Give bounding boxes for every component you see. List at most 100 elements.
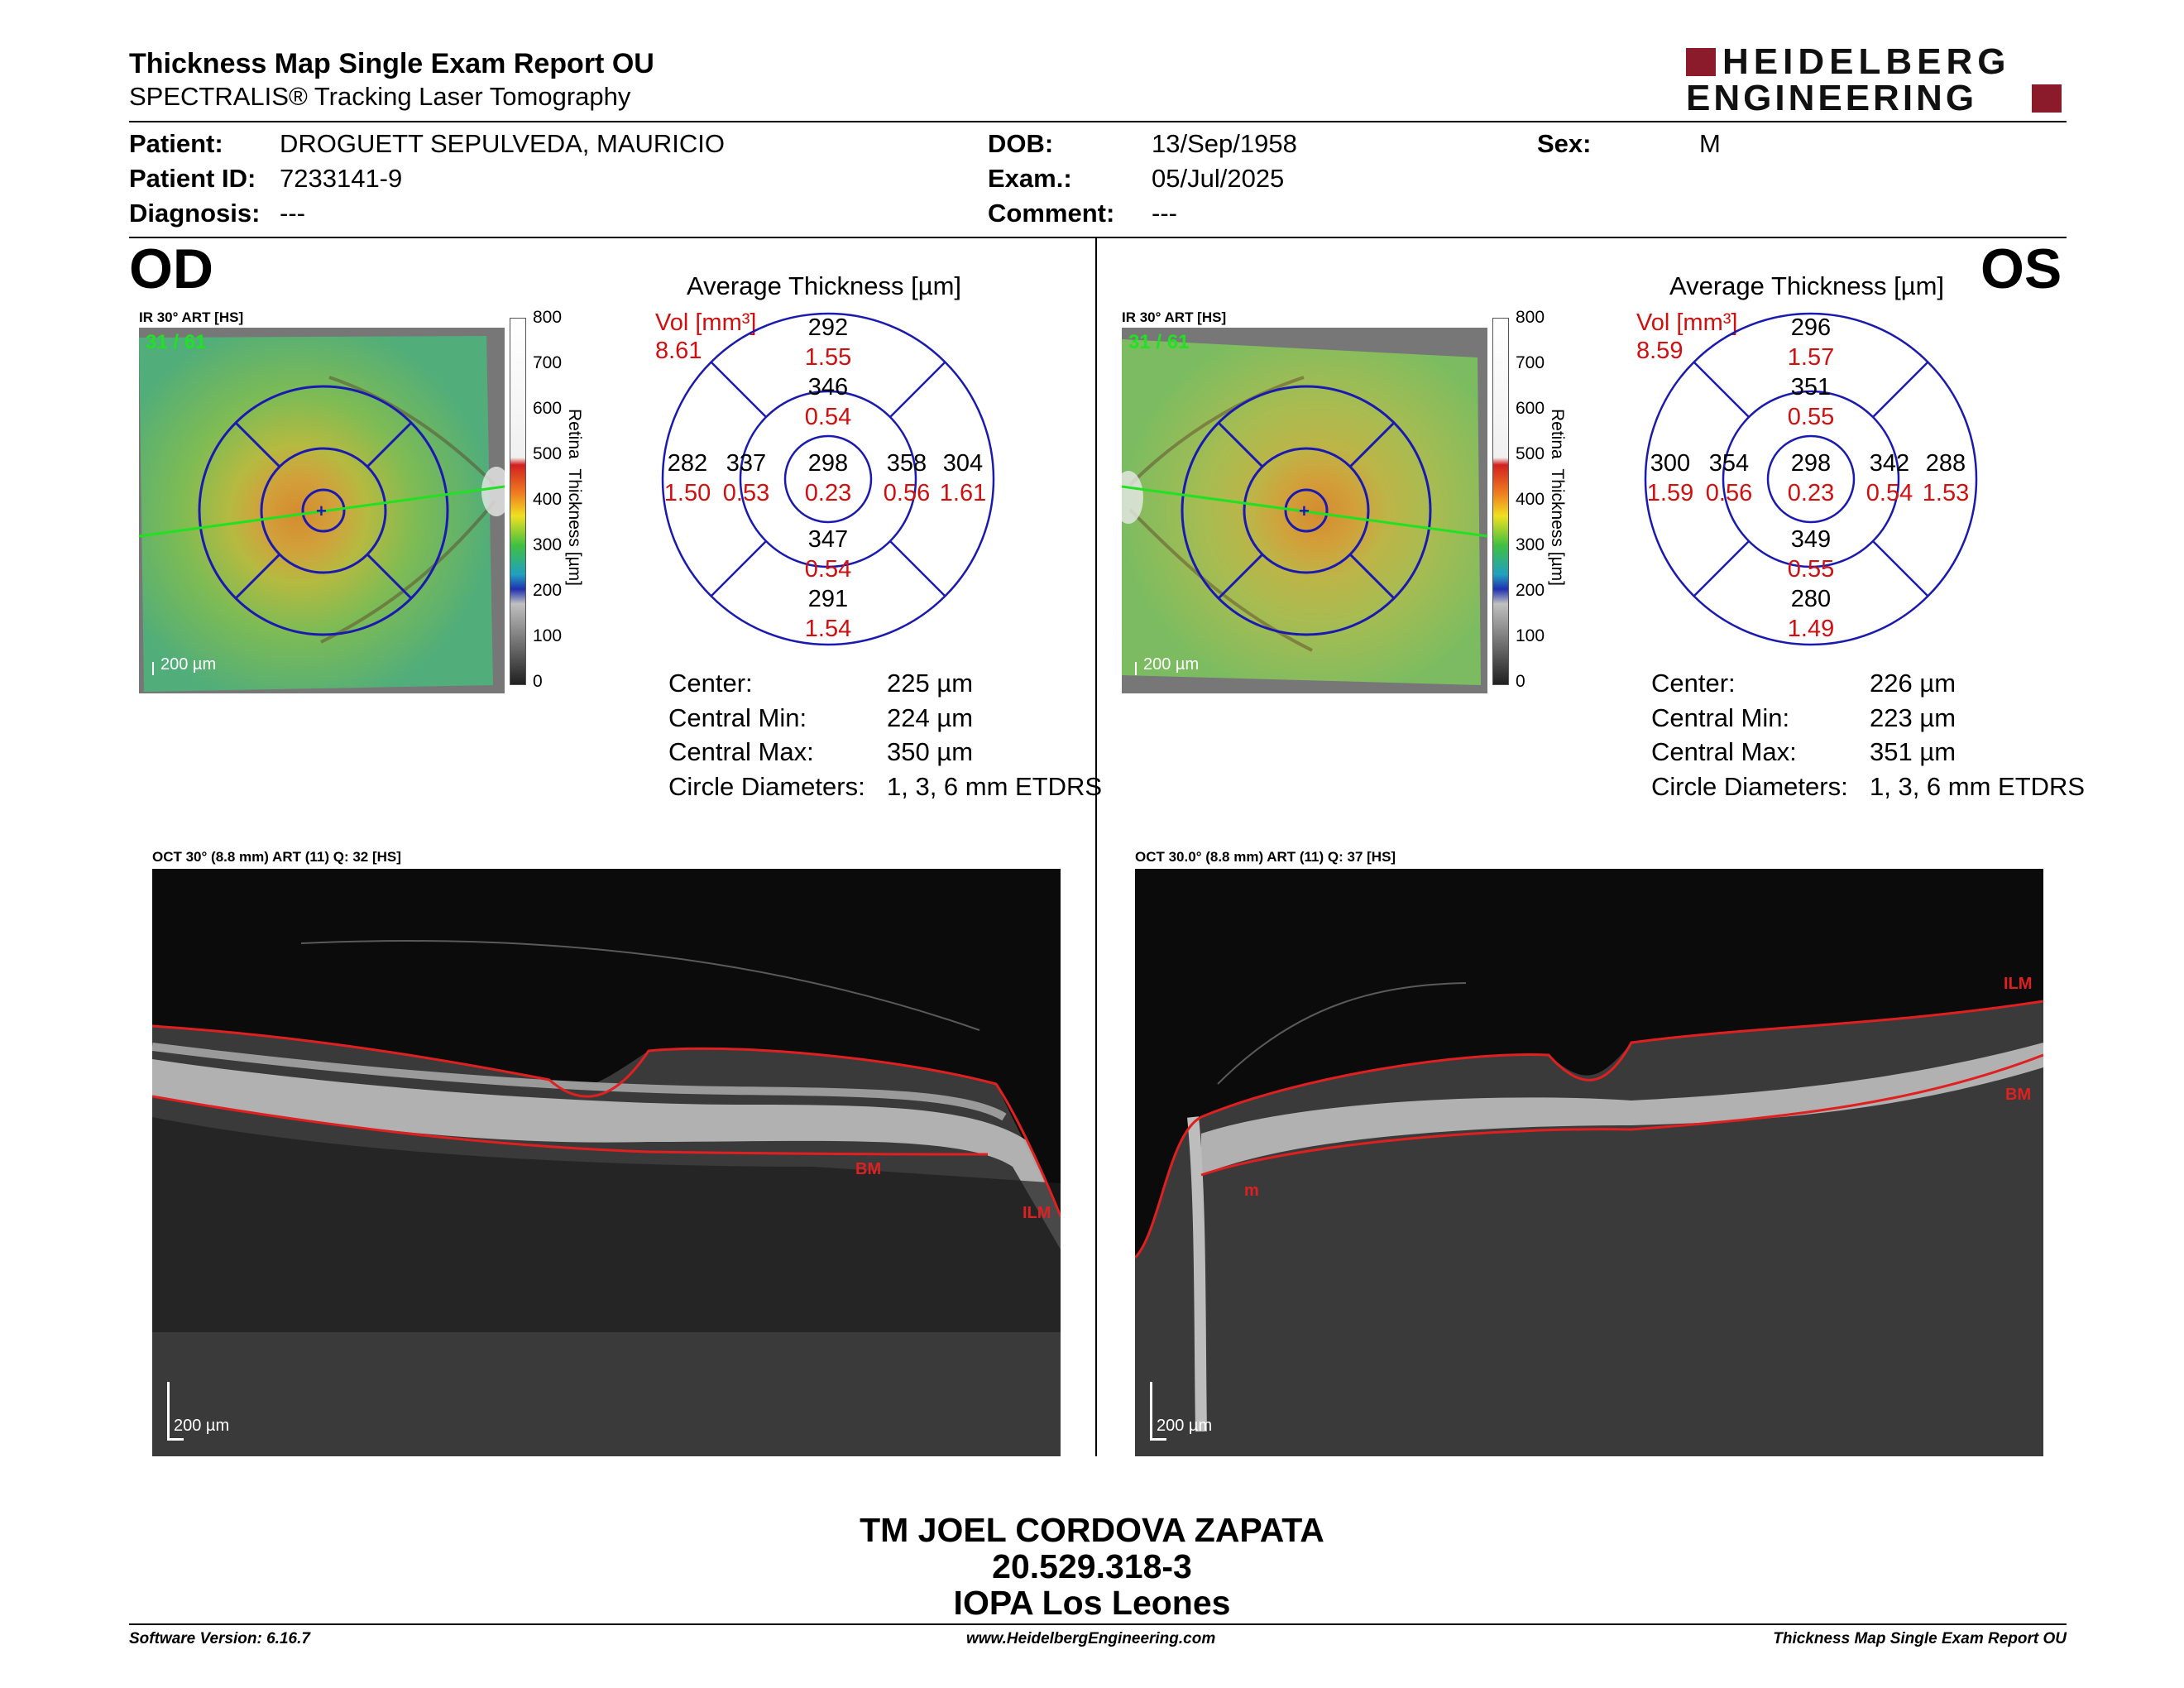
os-stat-center-value: 226 µm (1870, 669, 1956, 698)
cb-axis-2: Thickness [µm] (565, 468, 584, 587)
od-inf-inner-thk: 347 (807, 526, 849, 553)
footer-divider (129, 1623, 2067, 1625)
cb-tick: 100 (533, 626, 563, 645)
cb-tick: 300 (1516, 535, 1545, 554)
patient-label: Patient: (129, 129, 223, 158)
os-inf-inner-thk: 349 (1790, 526, 1832, 553)
comment-value: --- (1152, 199, 1177, 228)
os-tmp-inner-thk: 354 (1708, 450, 1750, 477)
os-bm-label-short: m (1244, 1182, 1259, 1200)
os-stat-min-label: Central Min: (1651, 703, 1790, 732)
cb-axis-1: Retina (565, 409, 584, 459)
os-oct-bscan: ILM BM m 200 µm (1135, 869, 2043, 1456)
od-stat-min-value: 224 µm (887, 703, 974, 732)
od-inf-inner-vol: 0.54 (804, 556, 852, 583)
od-eye-label: OD (129, 237, 213, 300)
od-etdrs-grid (661, 312, 995, 646)
exam-label: Exam.: (988, 164, 1072, 193)
logo-text-heidelberg: HEIDELBERG (1722, 41, 2011, 82)
od-oct-scalebar (167, 1382, 170, 1438)
os-frame-count: 31 / 61 (1128, 331, 1190, 353)
cb-tick: 400 (1516, 490, 1545, 509)
cb-tick: 200 (533, 581, 563, 600)
od-oct-header: OCT 30° (8.8 mm) ART (11) Q: 32 [HS] (152, 849, 401, 865)
os-stat-min-value: 223 µm (1870, 703, 1956, 732)
os-colorbar-ticks: 800 700 600 500 400 300 200 100 0 (1512, 308, 1545, 691)
cb-tick: 700 (1516, 353, 1545, 372)
cb-axis-2: Thickness [µm] (1548, 468, 1567, 587)
od-nas-outer-thk: 304 (942, 450, 984, 477)
od-avg-title: Average Thickness [µm] (687, 271, 962, 300)
os-stat-max-label: Central Max: (1651, 737, 1797, 766)
patient-id-label: Patient ID: (129, 164, 256, 193)
os-nas-inner-thk: 342 (1869, 450, 1910, 477)
os-tmp-inner-vol: 0.56 (1705, 480, 1753, 506)
os-nas-outer-thk: 288 (1925, 450, 1966, 477)
od-tmp-outer-thk: 282 (667, 450, 708, 477)
footer-website-link[interactable]: www.HeidelbergEngineering.com (966, 1630, 1216, 1647)
logo-text-engineering: ENGINEERING (1686, 78, 1978, 118)
os-sector-values: 296 1.57 351 0.55 300 1.59 354 0.56 298 … (1641, 309, 1980, 649)
cb-tick: 800 (533, 308, 563, 327)
os-inf-outer-vol: 1.49 (1787, 616, 1835, 642)
dob-label: DOB: (988, 129, 1054, 158)
svg-text:+: + (316, 501, 327, 521)
od-oct-scale: 200 µm (174, 1417, 230, 1435)
od-tmp-inner-thk: 337 (726, 450, 767, 477)
od-inf-outer-vol: 1.54 (804, 616, 852, 642)
os-stat-diam-value: 1, 3, 6 mm ETDRS (1870, 772, 2086, 801)
od-bm-label: BM (855, 1160, 882, 1178)
os-inf-outer-thk: 280 (1790, 586, 1832, 612)
diagnosis-value: --- (280, 199, 305, 228)
os-ir-header: IR 30° ART [HS] (1122, 309, 1227, 325)
cb-axis-1: Retina (1548, 409, 1567, 459)
od-tmp-inner-vol: 0.53 (722, 480, 770, 506)
cb-tick: 0 (533, 672, 543, 691)
od-stat-center-label: Center: (668, 669, 753, 698)
od-sup-outer-vol: 1.55 (804, 344, 852, 371)
footer-report-name: Thickness Map Single Exam Report OU (1773, 1630, 2067, 1647)
od-inf-outer-thk: 291 (807, 586, 849, 612)
cb-tick: 200 (1516, 581, 1545, 600)
svg-text:+: + (1299, 501, 1310, 521)
sex-value: M (1699, 129, 1721, 158)
od-stat-center-value: 225 µm (887, 669, 974, 698)
od-sup-inner-thk: 346 (807, 374, 849, 400)
od-ir-scalebar (152, 662, 154, 675)
exam-value: 05/Jul/2025 (1152, 164, 1285, 193)
diagnosis-label: Diagnosis: (129, 199, 261, 228)
cb-tick: 600 (1516, 399, 1545, 418)
os-stat-max-value: 351 µm (1870, 737, 1956, 766)
cb-tick: 600 (533, 399, 563, 418)
cb-tick: 100 (1516, 626, 1545, 645)
os-colorbar-axis-label: Retina Thickness [µm] (1547, 409, 1567, 586)
os-thickness-map: + 31 / 61 200 µm (1122, 328, 1487, 693)
cb-tick: 400 (533, 490, 563, 509)
os-center-vol: 0.23 (1787, 480, 1835, 506)
os-nas-outer-vol: 1.53 (1922, 480, 1970, 506)
od-stat-max-label: Central Max: (668, 737, 814, 766)
footer-software-version: Software Version: 6.16.7 (129, 1630, 310, 1647)
report-title: Thickness Map Single Exam Report OU (129, 48, 654, 79)
od-nas-inner-thk: 358 (886, 450, 927, 477)
od-vol-label: Vol [mm³] (655, 309, 757, 336)
os-ir-scalebar (1135, 662, 1137, 675)
od-colorbar (510, 318, 526, 685)
os-stat-center-label: Center: (1651, 669, 1736, 698)
patient-name: DROGUETT SEPULVEDA, MAURICIO (280, 129, 725, 158)
heidelberg-logo: HEIDELBERG ENGINEERING (1686, 41, 2067, 118)
od-stat-min-label: Central Min: (668, 703, 807, 732)
od-oct-scalebar-foot (167, 1438, 184, 1441)
od-stat-max-value: 350 µm (887, 737, 974, 766)
patient-id: 7233141-9 (280, 164, 403, 193)
od-stat-diam-value: 1, 3, 6 mm ETDRS (887, 772, 1103, 801)
os-oct-header: OCT 30.0° (8.8 mm) ART (11) Q: 37 [HS] (1135, 849, 1396, 865)
signature-institution: IOPA Los Leones (953, 1584, 1231, 1622)
os-vol-label: Vol [mm³] (1636, 309, 1738, 336)
od-ir-scale: 200 µm (160, 655, 217, 674)
os-sup-inner-thk: 351 (1790, 374, 1832, 400)
od-colorbar-ticks: 800 700 600 500 400 300 200 100 0 (529, 308, 563, 691)
os-tmp-outer-thk: 300 (1650, 450, 1691, 477)
od-center-thk: 298 (807, 450, 849, 477)
cb-tick: 0 (1516, 672, 1525, 691)
